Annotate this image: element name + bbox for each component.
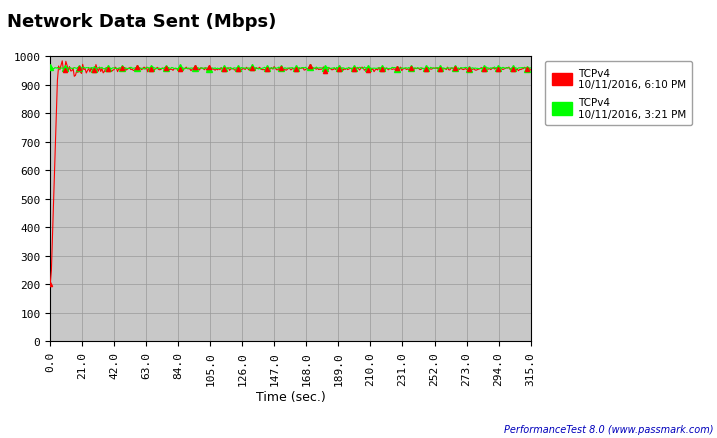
Legend: TCPv4
10/11/2016, 6:10 PM, TCPv4
10/11/2016, 3:21 PM: TCPv4 10/11/2016, 6:10 PM, TCPv4 10/11/2… [546,62,692,126]
Text: PerformanceTest 8.0 (www.passmark.com): PerformanceTest 8.0 (www.passmark.com) [504,424,713,434]
X-axis label: Time (sec.): Time (sec.) [255,391,326,403]
Text: Network Data Sent (Mbps): Network Data Sent (Mbps) [7,13,277,31]
